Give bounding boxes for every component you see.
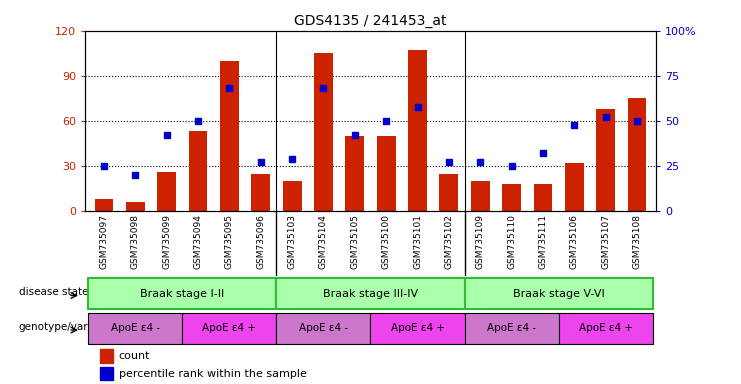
Bar <box>95 199 113 211</box>
Text: GSM735110: GSM735110 <box>507 214 516 270</box>
Text: count: count <box>119 351 150 361</box>
FancyBboxPatch shape <box>370 313 465 344</box>
Text: GSM735104: GSM735104 <box>319 214 328 269</box>
Bar <box>189 131 207 211</box>
Bar <box>220 61 239 211</box>
Text: GSM735097: GSM735097 <box>99 214 108 270</box>
Title: GDS4135 / 241453_at: GDS4135 / 241453_at <box>294 14 447 28</box>
FancyBboxPatch shape <box>88 278 276 310</box>
Text: GSM735099: GSM735099 <box>162 214 171 270</box>
Bar <box>100 349 113 363</box>
Bar <box>597 109 615 211</box>
Text: ApoE ε4 +: ApoE ε4 + <box>391 323 445 333</box>
Text: GSM735101: GSM735101 <box>413 214 422 270</box>
Bar <box>471 181 490 211</box>
Text: GSM735108: GSM735108 <box>633 214 642 270</box>
Text: genotype/variation: genotype/variation <box>19 321 118 332</box>
Text: ApoE ε4 -: ApoE ε4 - <box>299 323 348 333</box>
Bar <box>100 367 113 380</box>
Bar <box>502 184 521 211</box>
FancyBboxPatch shape <box>182 313 276 344</box>
FancyBboxPatch shape <box>276 278 465 310</box>
Text: ApoE ε4 +: ApoE ε4 + <box>202 323 256 333</box>
Text: GSM735100: GSM735100 <box>382 214 391 270</box>
Text: GSM735096: GSM735096 <box>256 214 265 270</box>
Bar <box>314 53 333 211</box>
Text: GSM735094: GSM735094 <box>193 214 202 269</box>
FancyBboxPatch shape <box>559 313 653 344</box>
Bar <box>157 172 176 211</box>
Bar <box>251 174 270 211</box>
Text: Braak stage I-II: Braak stage I-II <box>140 289 225 299</box>
Text: GSM735105: GSM735105 <box>350 214 359 270</box>
Bar <box>534 184 552 211</box>
Text: ApoE ε4 -: ApoE ε4 - <box>487 323 536 333</box>
Text: GSM735107: GSM735107 <box>601 214 610 270</box>
FancyBboxPatch shape <box>276 313 370 344</box>
Text: GSM735103: GSM735103 <box>288 214 296 270</box>
Text: percentile rank within the sample: percentile rank within the sample <box>119 369 307 379</box>
Text: GSM735106: GSM735106 <box>570 214 579 270</box>
FancyBboxPatch shape <box>465 278 653 310</box>
Text: Braak stage V-VI: Braak stage V-VI <box>513 289 605 299</box>
Text: GSM735102: GSM735102 <box>445 214 453 269</box>
Text: Braak stage III-IV: Braak stage III-IV <box>323 289 418 299</box>
Text: GSM735095: GSM735095 <box>225 214 234 270</box>
Bar <box>283 181 302 211</box>
Text: disease state: disease state <box>19 287 88 297</box>
Text: ApoE ε4 +: ApoE ε4 + <box>579 323 633 333</box>
Text: ApoE ε4 -: ApoE ε4 - <box>111 323 160 333</box>
FancyBboxPatch shape <box>465 313 559 344</box>
Text: GSM735109: GSM735109 <box>476 214 485 270</box>
Text: GSM735098: GSM735098 <box>131 214 140 270</box>
Bar <box>565 163 584 211</box>
FancyBboxPatch shape <box>88 313 182 344</box>
Bar <box>126 202 144 211</box>
Text: GSM735111: GSM735111 <box>539 214 548 270</box>
Bar <box>376 136 396 211</box>
Bar <box>439 174 458 211</box>
Bar <box>628 98 646 211</box>
Bar <box>345 136 365 211</box>
Bar <box>408 50 427 211</box>
